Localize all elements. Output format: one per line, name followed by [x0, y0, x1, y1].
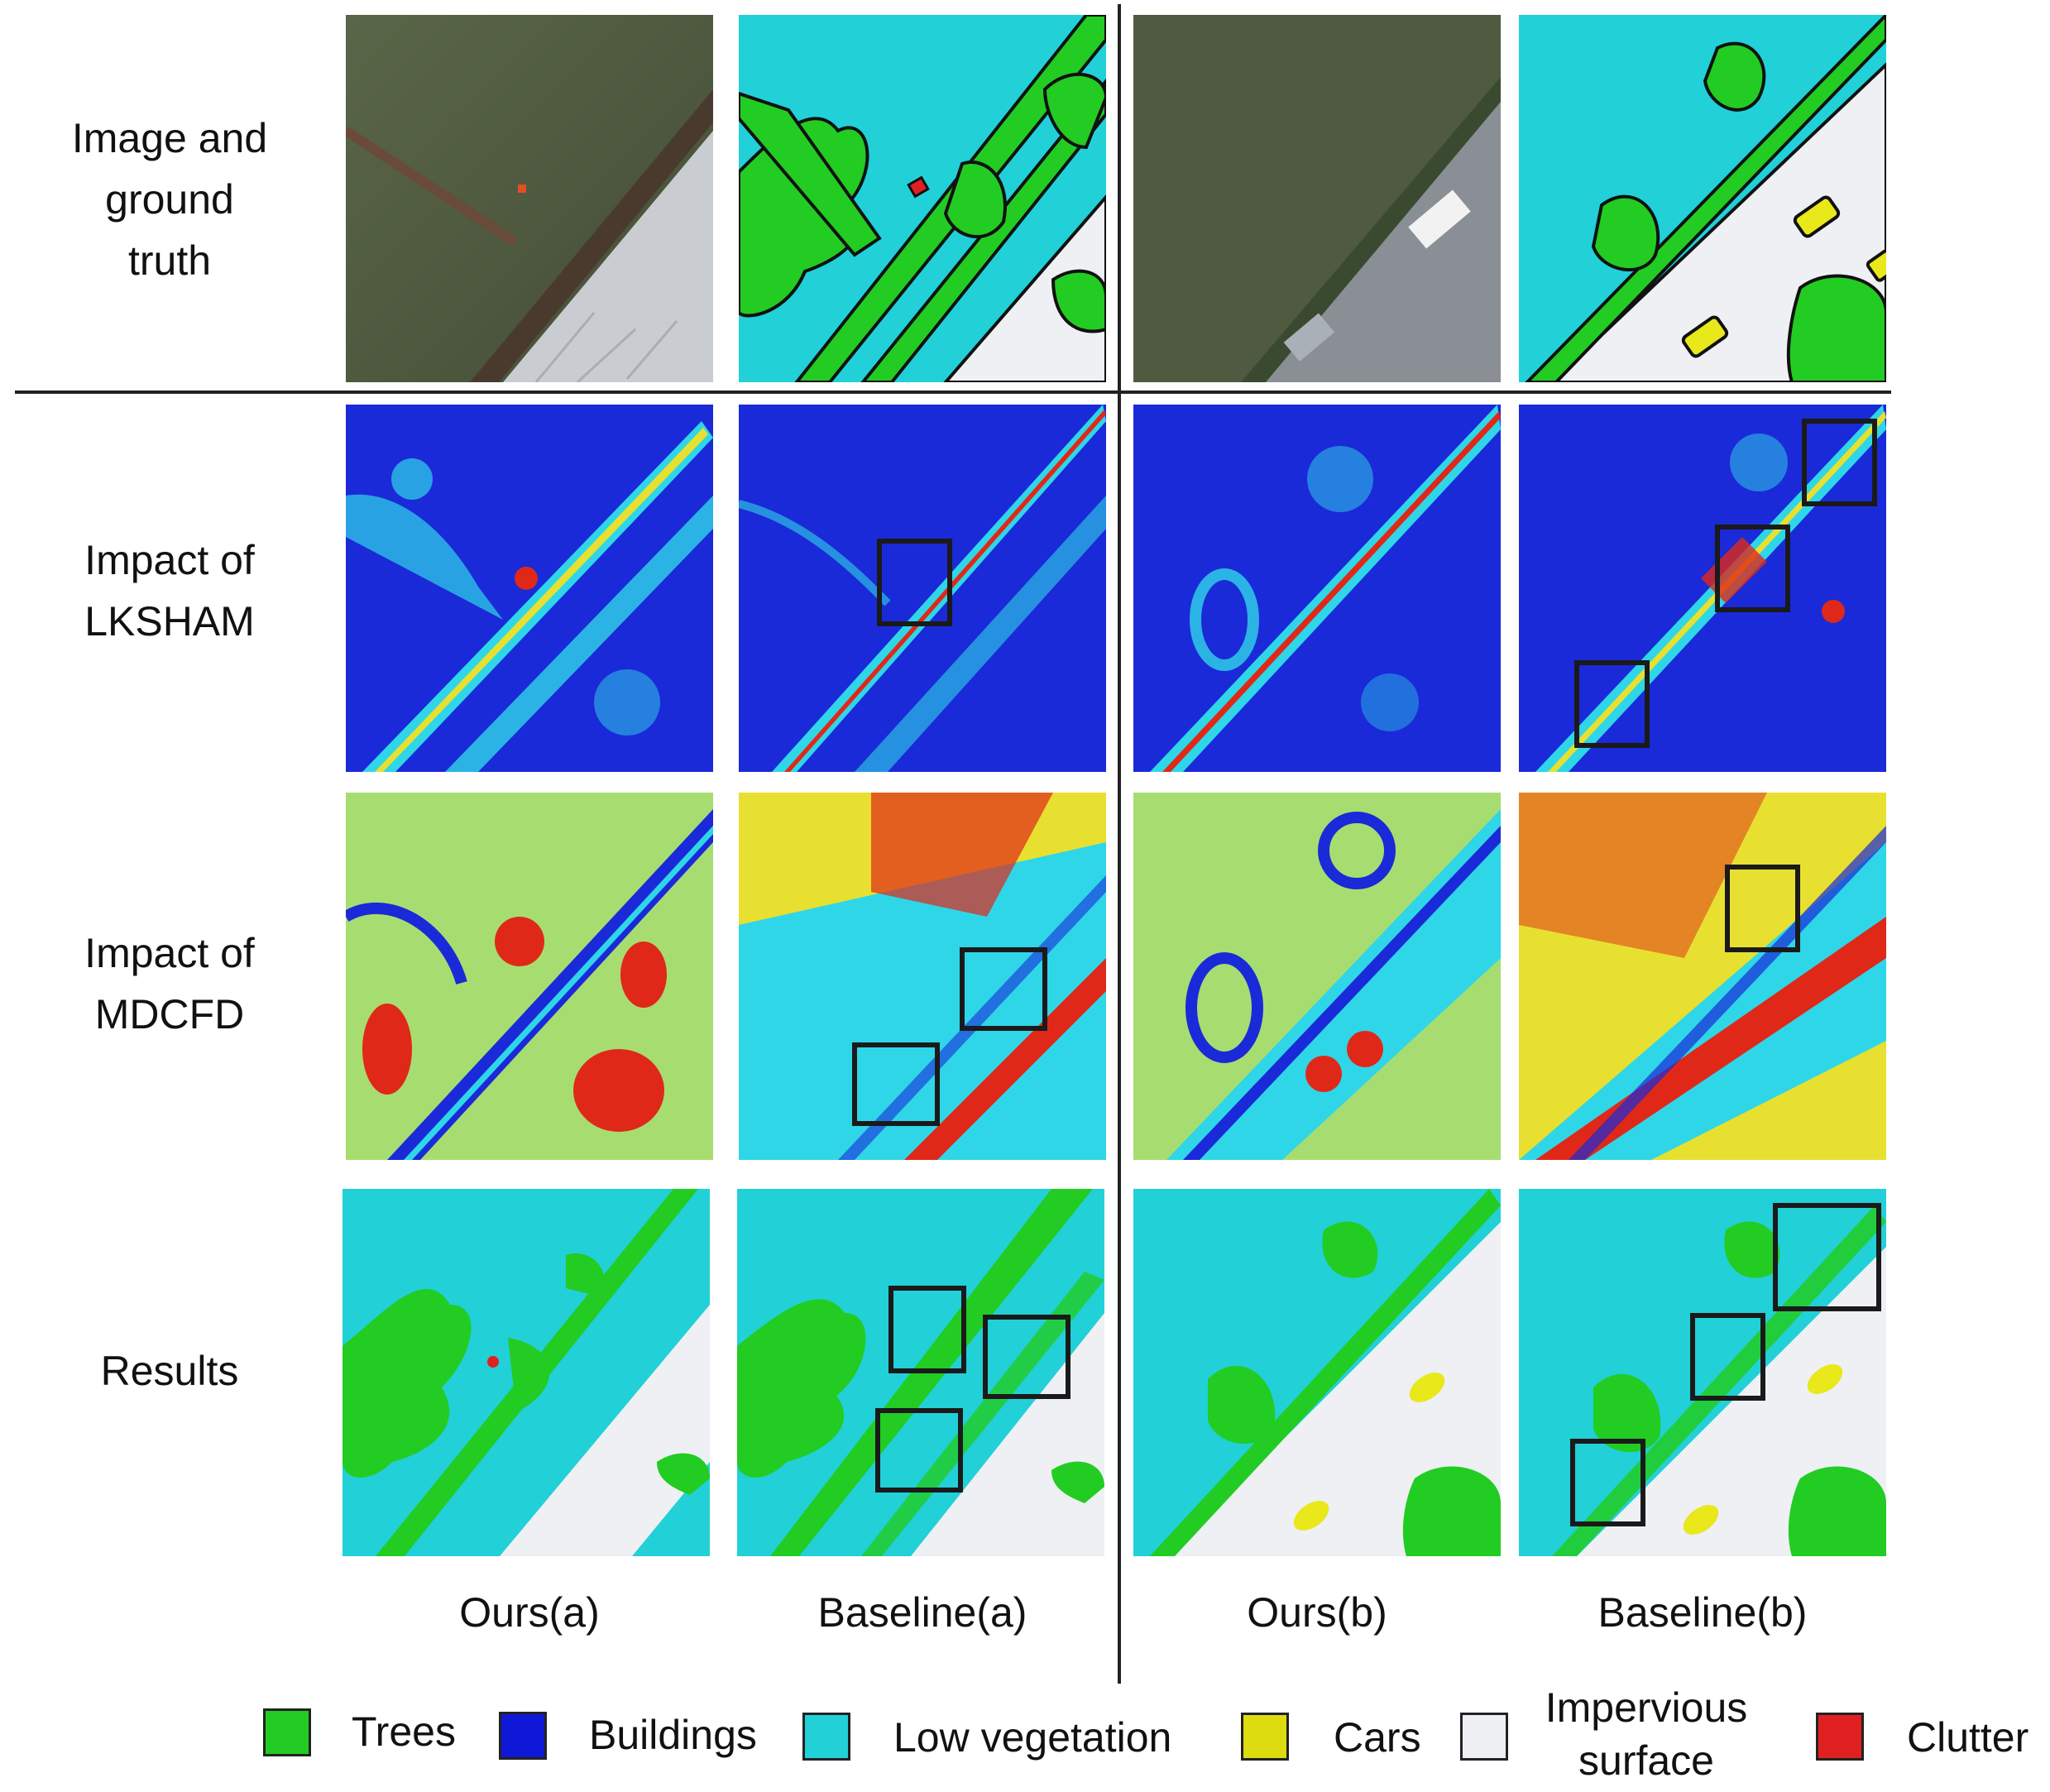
- horizontal-divider: [15, 391, 1891, 394]
- legend-swatch-low-vegetation: [802, 1713, 850, 1761]
- vertical-divider: [1118, 4, 1121, 1684]
- column-label-baseline-b: Baseline(b): [1597, 1589, 1808, 1636]
- row-label-results: Results: [33, 1340, 306, 1401]
- ground-truth-b: [1519, 15, 1886, 382]
- column-label-ours-b: Ours(b): [1247, 1589, 1387, 1636]
- row-label-mdcfd-line-1: Impact of: [84, 930, 255, 976]
- legend-label-buildings: Buildings: [589, 1712, 757, 1758]
- legend-swatch-cars: [1241, 1713, 1289, 1761]
- mdcfd-heatmap-ours-a: [346, 793, 713, 1160]
- legend-swatch-trees: [263, 1708, 311, 1756]
- result-ours-a: [342, 1189, 710, 1556]
- row-label-lksham: Impact of LKSHAM: [33, 529, 306, 652]
- result-ours-b: [1133, 1189, 1501, 1556]
- row-label-image-gt-line-1: Image and: [71, 115, 268, 161]
- aerial-image-a: [346, 15, 713, 382]
- mdcfd-heatmap-baseline-b: [1519, 793, 1886, 1160]
- legend-label-impervious-surface-line-1: Impervious: [1545, 1684, 1748, 1731]
- lksham-heatmap-baseline-b: [1519, 405, 1886, 772]
- ground-truth-a: [739, 15, 1106, 382]
- legend-label-impervious-surface: Impervious surface: [1530, 1681, 1762, 1787]
- row-label-results-line-1: Results: [100, 1348, 239, 1394]
- row-label-image-gt-line-2: ground: [105, 176, 234, 223]
- legend-swatch-clutter: [1816, 1713, 1864, 1761]
- row-label-image-gt-line-3: truth: [127, 237, 212, 284]
- legend-label-low-vegetation: Low vegetation: [893, 1714, 1172, 1761]
- legend-label-cars: Cars: [1334, 1714, 1421, 1761]
- legend-swatch-buildings: [499, 1712, 547, 1760]
- column-label-ours-a: Ours(a): [459, 1589, 600, 1636]
- column-label-baseline-a: Baseline(a): [817, 1589, 1027, 1636]
- aerial-image-b: [1133, 15, 1501, 382]
- legend-swatch-impervious-surface: [1460, 1713, 1508, 1761]
- lksham-heatmap-ours-a: [346, 405, 713, 772]
- legend-label-impervious-surface-line-2: surface: [1578, 1737, 1714, 1784]
- result-baseline-a: [737, 1189, 1104, 1556]
- row-label-lksham-line-1: Impact of: [84, 537, 255, 583]
- row-label-lksham-line-2: LKSHAM: [84, 598, 255, 644]
- mdcfd-heatmap-baseline-a: [739, 793, 1106, 1160]
- legend-label-clutter: Clutter: [1907, 1714, 2029, 1761]
- row-label-mdcfd-line-2: MDCFD: [94, 991, 245, 1037]
- row-label-mdcfd: Impact of MDCFD: [33, 922, 306, 1045]
- lksham-heatmap-ours-b: [1133, 405, 1501, 772]
- mdcfd-heatmap-ours-b: [1133, 793, 1501, 1160]
- legend-label-trees: Trees: [352, 1708, 456, 1755]
- lksham-heatmap-baseline-a: [739, 405, 1106, 772]
- row-label-image-gt-text: Image and ground truth: [33, 108, 306, 291]
- result-baseline-b: [1519, 1189, 1886, 1556]
